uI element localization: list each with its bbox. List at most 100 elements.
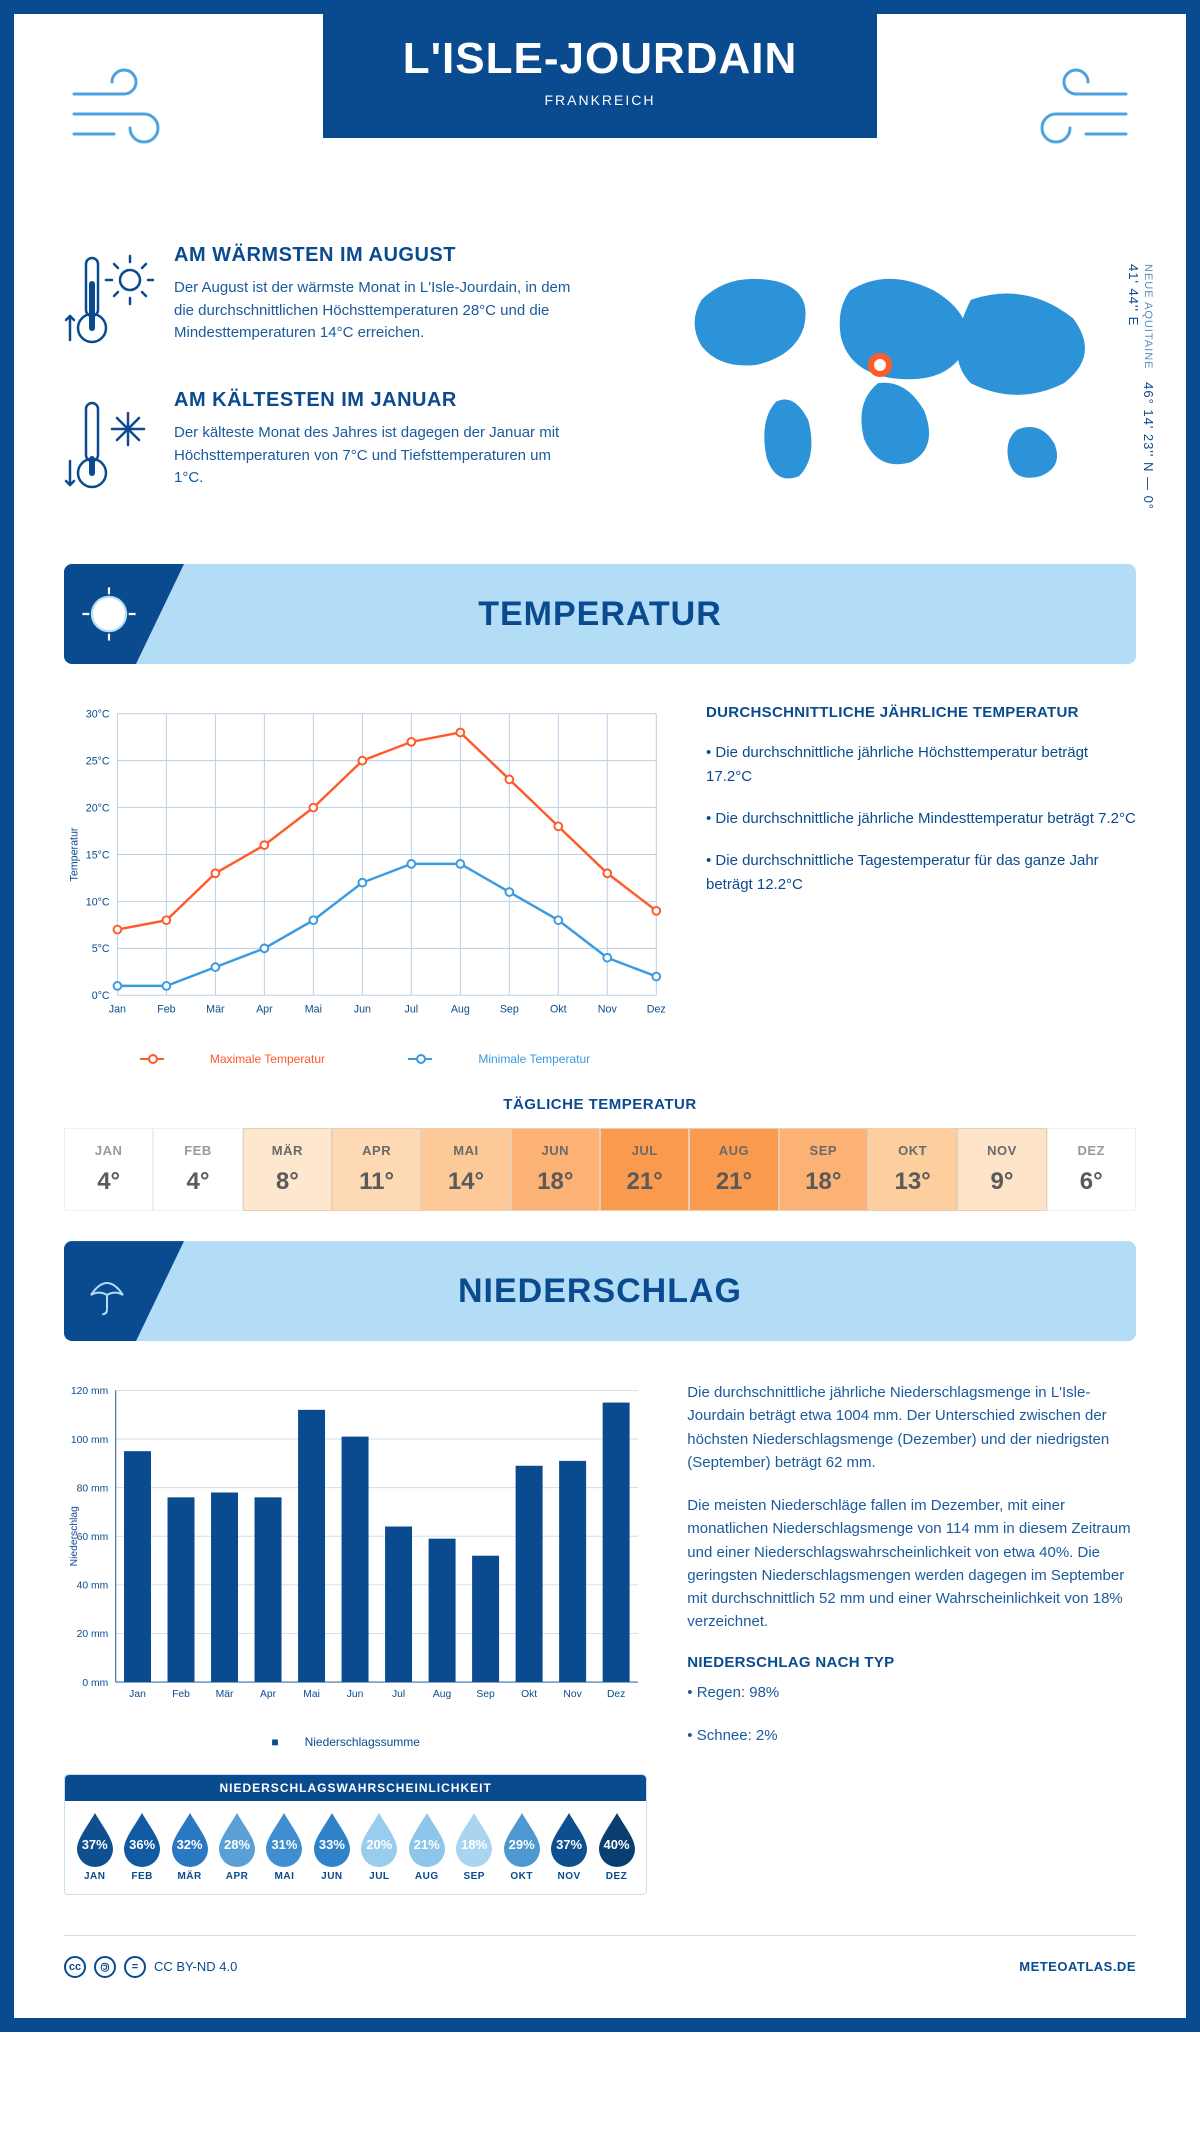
daily-temp-cell: APR11° <box>332 1128 421 1211</box>
svg-text:100 mm: 100 mm <box>71 1435 108 1446</box>
precip-type-heading: NIEDERSCHLAG NACH TYP <box>687 1654 1136 1671</box>
probability-drop: 36%FEB <box>118 1811 165 1882</box>
svg-text:10°C: 10°C <box>86 896 110 908</box>
svg-text:Apr: Apr <box>260 1689 277 1700</box>
probability-drop: 28%APR <box>213 1811 260 1882</box>
svg-text:40 mm: 40 mm <box>77 1581 109 1592</box>
svg-text:Aug: Aug <box>451 1004 470 1016</box>
daily-temp-title: TÄGLICHE TEMPERATUR <box>64 1096 1136 1113</box>
svg-text:Feb: Feb <box>157 1004 175 1016</box>
svg-text:5°C: 5°C <box>92 943 110 955</box>
page-subtitle: FRANKREICH <box>403 92 798 108</box>
svg-text:Mär: Mär <box>216 1689 234 1700</box>
svg-text:Mär: Mär <box>206 1004 225 1016</box>
probability-drop: 21%AUG <box>403 1811 450 1882</box>
svg-text:Sep: Sep <box>476 1689 495 1700</box>
fact-title: AM KÄLTESTEN IM JANUAR <box>174 389 580 412</box>
chart-legend: Maximale Temperatur Minimale Temperatur <box>64 1049 666 1066</box>
daily-temp-cell: OKT13° <box>868 1128 957 1211</box>
svg-text:Jul: Jul <box>392 1689 405 1700</box>
svg-text:Jul: Jul <box>405 1004 419 1016</box>
probability-drop: 29%OKT <box>498 1811 545 1882</box>
svg-text:80 mm: 80 mm <box>77 1484 109 1495</box>
footer: cc 🄯 = CC BY-ND 4.0 METEOATLAS.DE <box>64 1935 1136 1988</box>
probability-title: NIEDERSCHLAGSWAHRSCHEINLICHKEIT <box>65 1775 646 1801</box>
world-map <box>620 244 1136 504</box>
svg-text:Nov: Nov <box>598 1004 618 1016</box>
by-icon: 🄯 <box>94 1956 116 1978</box>
svg-text:Okt: Okt <box>521 1689 537 1700</box>
probability-drop: 33%JUN <box>308 1811 355 1882</box>
svg-text:Sep: Sep <box>500 1004 519 1016</box>
cc-icon: cc <box>64 1956 86 1978</box>
daily-temp-cell: JUL21° <box>600 1128 689 1211</box>
daily-temp-cell: JUN18° <box>511 1128 600 1211</box>
svg-text:Aug: Aug <box>433 1689 452 1700</box>
svg-text:Jun: Jun <box>354 1004 371 1016</box>
daily-temp-cell: NOV9° <box>957 1128 1046 1211</box>
svg-text:Feb: Feb <box>172 1689 190 1700</box>
fact-title: AM WÄRMSTEN IM AUGUST <box>174 244 580 267</box>
fact-warmest: AM WÄRMSTEN IM AUGUST Der August ist der… <box>64 244 580 359</box>
section-temperature: TEMPERATUR <box>64 564 1136 664</box>
fact-text: Der kälteste Monat des Jahres ist dagege… <box>174 422 580 490</box>
section-precipitation: NIEDERSCHLAG <box>64 1241 1136 1341</box>
svg-text:Dez: Dez <box>607 1689 625 1700</box>
svg-text:0 mm: 0 mm <box>82 1678 108 1689</box>
svg-text:60 mm: 60 mm <box>77 1532 109 1543</box>
probability-drop: 20%JUL <box>356 1811 403 1882</box>
svg-text:20°C: 20°C <box>86 802 110 814</box>
daily-temp-strip: JAN4°FEB4°MÄR8°APR11°MAI14°JUN18°JUL21°A… <box>64 1128 1136 1211</box>
precipitation-summary: Die durchschnittliche jährliche Niedersc… <box>687 1381 1136 1895</box>
svg-text:Niederschlag: Niederschlag <box>69 1506 80 1567</box>
probability-drop: 40%DEZ <box>593 1811 640 1882</box>
svg-text:Apr: Apr <box>256 1004 273 1016</box>
header: L'ISLE-JOURDAIN FRANKREICH <box>64 44 1136 204</box>
temperature-summary: DURCHSCHNITTLICHE JÄHRLICHE TEMPERATUR •… <box>706 704 1136 1066</box>
thermometer-sun-icon <box>64 244 154 359</box>
svg-text:Jan: Jan <box>129 1689 146 1700</box>
svg-text:15°C: 15°C <box>86 849 110 861</box>
svg-text:Jan: Jan <box>109 1004 126 1016</box>
sun-icon <box>64 564 184 664</box>
daily-temp-cell: MÄR8° <box>243 1128 332 1211</box>
precipitation-chart: 0 mm 20 mm 40 mm 60 mm 80 mm 100 mm 120 mm Jan F… <box>64 1381 647 1720</box>
daily-temp-cell: DEZ6° <box>1047 1128 1136 1211</box>
probability-box: NIEDERSCHLAGSWAHRSCHEINLICHKEIT 37%JAN36… <box>64 1774 647 1895</box>
svg-text:20 mm: 20 mm <box>77 1629 109 1640</box>
svg-text:Mai: Mai <box>303 1689 320 1700</box>
svg-text:120 mm: 120 mm <box>71 1386 108 1397</box>
probability-drop: 32%MÄR <box>166 1811 213 1882</box>
fact-coldest: AM KÄLTESTEN IM JANUAR Der kälteste Mona… <box>64 389 580 504</box>
svg-text:Nov: Nov <box>563 1689 582 1700</box>
daily-temp-cell: FEB4° <box>153 1128 242 1211</box>
svg-text:Temperatur: Temperatur <box>69 827 81 881</box>
daily-temp-cell: AUG21° <box>689 1128 778 1211</box>
thermometer-snow-icon <box>64 389 154 504</box>
probability-drop: 31%MAI <box>261 1811 308 1882</box>
probability-drop: 37%NOV <box>545 1811 592 1882</box>
page-title: L'ISLE-JOURDAIN <box>403 34 798 84</box>
section-title: NIEDERSCHLAG <box>458 1272 742 1311</box>
location-marker-icon <box>868 353 892 377</box>
wind-icon <box>64 64 184 154</box>
temperature-chart: 0°C 5°C 10°C 15°C 20°C 25°C 30°C Jan Feb Mär Apr Ma… <box>64 704 666 1066</box>
license: cc 🄯 = CC BY-ND 4.0 <box>64 1956 237 1978</box>
svg-text:30°C: 30°C <box>86 709 110 721</box>
svg-text:0°C: 0°C <box>92 990 110 1002</box>
wind-icon <box>1016 64 1136 154</box>
title-banner: L'ISLE-JOURDAIN FRANKREICH <box>323 14 878 138</box>
svg-text:Okt: Okt <box>550 1004 567 1016</box>
svg-text:25°C: 25°C <box>86 756 110 768</box>
fact-text: Der August ist der wärmste Monat in L'Is… <box>174 277 580 345</box>
svg-text:Mai: Mai <box>305 1004 322 1016</box>
section-title: TEMPERATUR <box>478 595 722 634</box>
brand: METEOATLAS.DE <box>1019 1959 1136 1974</box>
nd-icon: = <box>124 1956 146 1978</box>
svg-text:Jun: Jun <box>347 1689 364 1700</box>
daily-temp-cell: SEP18° <box>779 1128 868 1211</box>
daily-temp-cell: JAN4° <box>64 1128 153 1211</box>
daily-temp-cell: MAI14° <box>421 1128 510 1211</box>
umbrella-icon <box>64 1241 184 1341</box>
svg-text:Dez: Dez <box>647 1004 666 1016</box>
